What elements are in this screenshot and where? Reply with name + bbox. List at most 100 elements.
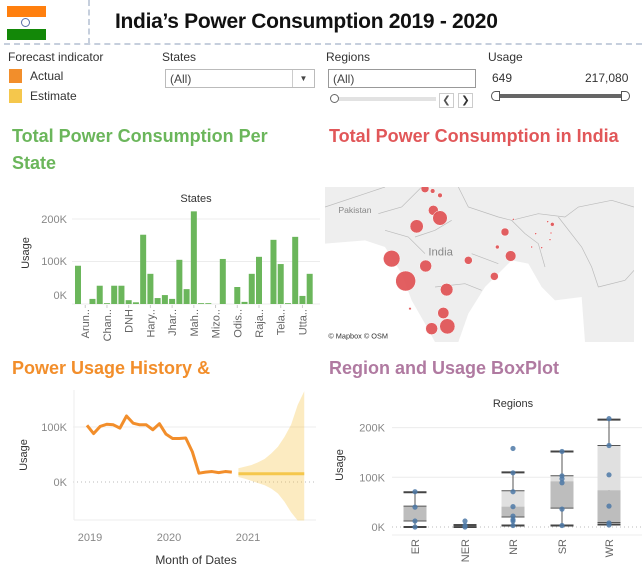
y-tick-label: 0K [372,522,386,534]
line-chart-ylabel: Usage [18,439,30,471]
data-point [559,476,565,482]
bar [96,285,103,304]
state-usage-bar-chart: States Usage 0K 100K 200K Arun.. Chan.. DNH Ha… [20,193,320,341]
x-tick-label: NER [460,539,472,562]
data-point [606,442,612,449]
x-tick-label: SR [557,539,569,554]
box-lower [403,506,427,522]
pakistan-label: Pakistan [338,205,371,215]
state-marker [437,307,450,319]
x-tick-label: Hary.. [145,309,157,338]
history-title: Power Usage History & [12,358,211,378]
regions-input[interactable]: (All) [328,69,476,88]
map-borders [325,187,634,291]
state-marker [546,220,549,223]
data-point [510,504,516,510]
bar [75,265,81,304]
state-marker [500,227,510,237]
previous-button[interactable]: ❮ [439,93,454,108]
x-tick-label: Mah.. [189,309,201,337]
bar [169,298,176,304]
data-point [559,522,565,529]
regions-slider-handle[interactable] [330,94,339,103]
usage-range-track[interactable] [496,94,626,98]
bar [183,289,190,304]
bar [277,264,284,304]
data-point [510,518,516,524]
usage-min-handle[interactable] [491,91,500,101]
state-marker [490,272,499,281]
data-point [412,504,418,510]
legend-item-actual[interactable]: Actual [9,69,63,83]
y-tick-label: 200K [41,214,67,226]
bar [190,211,197,304]
bar [219,258,226,304]
india-flag [7,6,46,40]
usage-max-handle[interactable] [621,91,630,101]
state-marker [432,210,448,226]
state-marker [409,219,424,234]
boxplot-chart-title: Regions [493,398,534,410]
x-tick-label: Utta.. [297,309,309,335]
data-point [412,489,418,495]
data-point [510,470,516,476]
india-map[interactable]: Pakistan India © Mapbox © OSM [325,187,634,342]
x-tick-label: 2021 [236,532,260,544]
forecast-indicator-label: Forecast indicator [8,50,104,64]
bar [118,285,125,304]
line-chart-xlabel: Month of Dates [155,553,236,567]
y-tick-label: 200K [359,423,385,435]
x-tick-label: NR [508,539,520,555]
state-marker [534,232,537,235]
states-dropdown[interactable]: (All) ▼ [165,69,315,88]
boxplot-title: Region and Usage BoxPlot [329,358,560,378]
divider [88,0,90,44]
data-point [606,503,612,509]
states-filter-label: States [162,50,197,64]
data-point [559,448,565,455]
y-tick-label: 0K [54,290,68,302]
regions-slider-track[interactable] [336,97,436,101]
bar [154,298,161,304]
y-tick-label: 0K [54,477,68,489]
box-lower [501,506,525,518]
bar [205,303,212,304]
page-title: India’s Power Consumption 2019 - 2020 [115,10,498,33]
bar [270,239,277,304]
data-point [559,480,565,486]
x-tick-label: 2020 [157,532,181,544]
data-point [462,518,468,524]
state-marker [512,218,515,221]
forecast-band [238,391,305,521]
state-marker [505,250,517,262]
data-point [510,489,516,495]
state-marker [420,187,430,193]
x-tick-label: ER [410,539,422,554]
bar [241,301,248,304]
chevron-down-icon[interactable]: ▼ [292,70,314,87]
map-canvas[interactable]: Pakistan India © Mapbox © OSM [325,187,634,342]
state-marker [395,270,416,292]
x-tick-label: Arun.. [80,309,92,338]
map-attribution[interactable]: © Mapbox © OSM [328,332,388,341]
bar [125,300,132,304]
legend-label: Estimate [30,89,77,103]
legend-label: Actual [30,69,64,83]
x-tick-label: Raja.. [254,309,266,338]
usage-min-value: 649 [492,71,513,85]
data-point [412,524,418,530]
legend-item-estimate[interactable]: Estimate [9,89,77,103]
boxplot-ylabel: Usage [334,449,346,481]
y-tick-label: 100K [41,256,67,268]
bar [161,295,168,304]
x-tick-label: DNH [124,309,136,333]
bar [147,273,154,304]
states-value: (All) [170,72,192,86]
data-point [462,524,468,530]
y-tick-label: 100K [359,472,385,484]
bar [140,234,147,304]
usage-max-value: 217,080 [585,71,629,85]
per-state-title: Total Power Consumption Per State [12,126,268,173]
next-button[interactable]: ❯ [458,93,473,108]
bar [103,303,110,304]
